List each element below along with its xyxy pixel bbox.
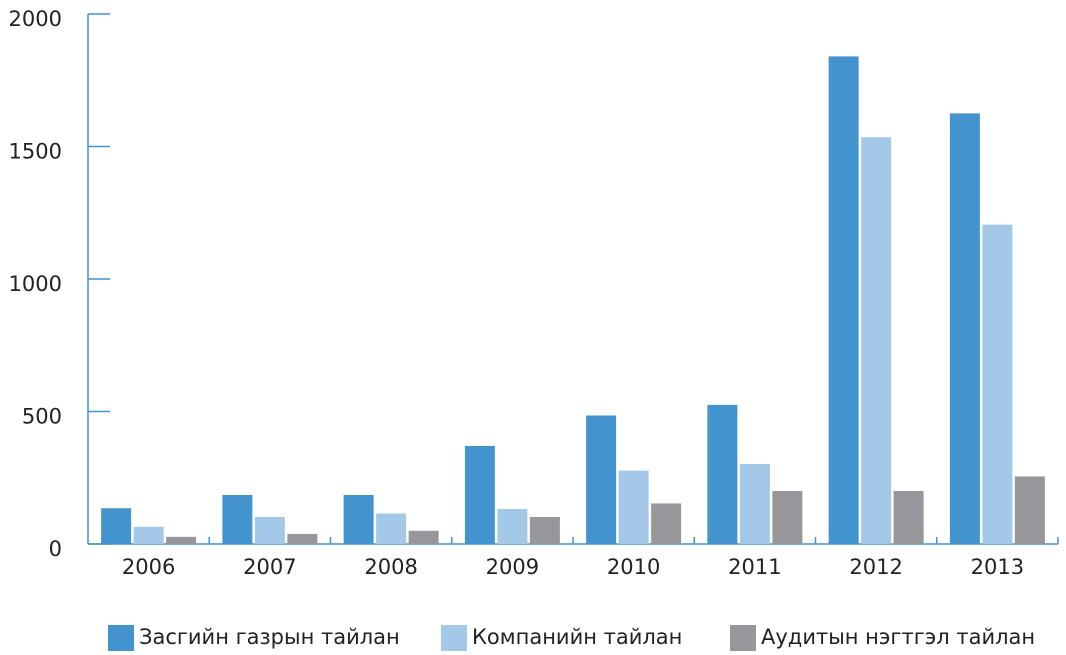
bar-2008-series-1 [343,494,374,544]
legend-swatch [730,625,756,651]
bar-2007-series-2 [254,516,285,544]
x-tick-label: 2008 [364,555,417,579]
y-tick-label: 1000 [9,272,62,296]
bar-2007-series-1 [222,494,253,544]
legend-item: Компанийн тайлан [441,625,682,651]
bar-2009-series-3 [529,516,560,544]
bar-2011-series-3 [772,491,803,544]
legend-label: Компанийн тайлан [472,625,682,649]
tick-labels: 0 500 1000 1500 2000 2006 2007 2008 2009 2010 2011… [9,7,1025,579]
legend-label: Аудитын нэгтгэл тайлан [761,625,1035,649]
x-tick-label: 2011 [728,555,781,579]
legend-swatch [441,625,467,651]
bar-2008-series-2 [376,513,407,544]
bar-2006-series-2 [133,526,164,544]
legend-label: Засгийн газрын тайлан [139,625,400,649]
legend-item: Аудитын нэгтгэл тайлан [730,625,1035,651]
x-tick-label: 2009 [486,555,539,579]
bar-2013-series-2 [982,224,1013,545]
bar-2011-series-2 [739,463,770,544]
legend: Засгийн газрын тайлан Компанийн тайлан Ауд… [108,625,1035,651]
x-tick-label: 2013 [971,555,1024,579]
x-tick-label: 2006 [122,555,175,579]
legend-swatch [108,625,134,651]
y-tick-label: 1500 [9,140,62,164]
legend-item: Засгийн газрын тайлан [108,625,400,651]
y-tick-label: 0 [49,537,62,561]
axes [87,13,1059,545]
x-tick-label: 2007 [243,555,296,579]
y-tick-label: 2000 [9,7,62,31]
bar-2012-series-3 [893,491,924,544]
bars [101,56,1045,545]
bar-2010-series-1 [586,415,617,544]
bar-2012-series-1 [828,56,859,545]
bar-2010-series-2 [618,470,649,544]
bar-2008-series-3 [408,530,439,544]
y-tick-label: 500 [22,405,62,429]
bar-2009-series-1 [464,445,495,544]
bar-2013-series-1 [949,113,980,544]
bar-2012-series-2 [861,137,892,544]
bar-2010-series-3 [651,503,682,544]
bar-2006-series-1 [101,508,132,544]
bar-2011-series-1 [707,404,738,544]
bar-2009-series-2 [497,509,528,544]
x-tick-label: 2012 [849,555,902,579]
bar-2006-series-3 [166,536,197,544]
bar-2007-series-3 [287,533,318,544]
bar-2013-series-3 [1014,476,1045,544]
x-tick-label: 2010 [607,555,660,579]
